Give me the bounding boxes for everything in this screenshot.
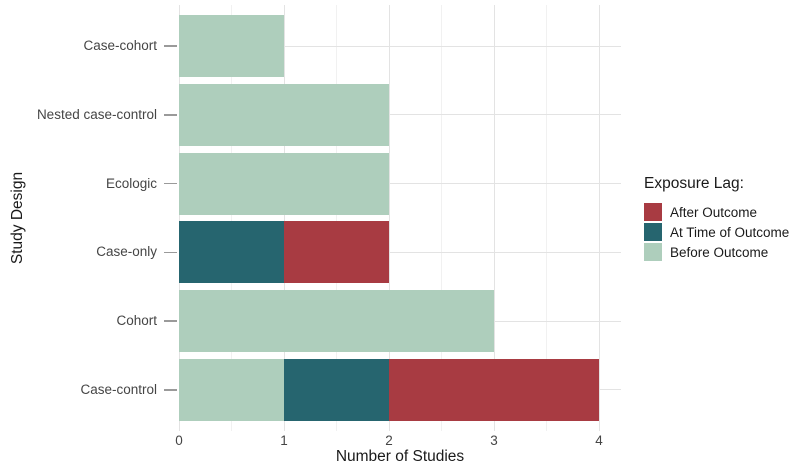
gridline-major (178, 5, 180, 431)
legend-swatch (644, 243, 662, 261)
legend-item: After Outcome (644, 202, 799, 222)
bar-segment (284, 358, 389, 421)
x-axis-tick-label: 3 (490, 433, 498, 448)
legend: Exposure Lag: After Outcome At Time of Ou… (644, 175, 799, 262)
bar-segment (179, 221, 284, 284)
bar-segment (179, 290, 494, 352)
y-axis-tick (164, 114, 177, 116)
gridline-minor (441, 5, 442, 431)
gridline-major (598, 5, 600, 431)
gridline-category (179, 251, 621, 253)
gridline-minor (231, 5, 232, 431)
gridline-category (179, 114, 621, 116)
gridline-major (283, 5, 285, 431)
bar-segment (179, 152, 389, 215)
bar-segment (179, 358, 284, 421)
x-axis-tick-label: 4 (595, 433, 603, 448)
y-axis-category-label: Nested case-control (36, 106, 157, 122)
y-axis-tick (164, 251, 177, 254)
legend-swatch (644, 203, 662, 221)
gridline-major (388, 5, 390, 431)
y-axis-tick (164, 45, 177, 47)
legend-items: After Outcome At Time of Outcome Before Ou… (644, 202, 799, 262)
bar-segment (179, 84, 389, 146)
gridline-category (179, 183, 621, 185)
y-axis-category-label: Case-control (80, 381, 157, 397)
gridline-category (179, 45, 621, 47)
legend-item: At Time of Outcome (644, 222, 799, 242)
y-axis-category-label: Cohort (116, 313, 157, 329)
gridline-major (493, 5, 495, 431)
gridline-minor (336, 5, 337, 431)
legend-item: Before Outcome (644, 242, 799, 262)
x-axis-tick-label: 0 (175, 433, 183, 448)
bar-segment (284, 221, 389, 284)
legend-item-label: Before Outcome (670, 244, 769, 260)
legend-item-label: At Time of Outcome (670, 224, 790, 240)
legend-item-label: After Outcome (670, 204, 758, 220)
x-axis-tick-label: 2 (385, 433, 393, 448)
gridline-minor (546, 5, 547, 431)
y-axis-title: Study Design (9, 171, 26, 265)
bar-segment (179, 15, 284, 78)
legend-swatch (644, 223, 662, 241)
x-axis-tick-label: 1 (280, 433, 288, 448)
y-axis-tick (164, 182, 177, 185)
y-axis-tick (164, 389, 177, 391)
y-axis-category-label: Case-cohort (83, 38, 157, 54)
plot-panel (178, 5, 621, 431)
legend-title: Exposure Lag: (644, 175, 744, 192)
x-axis-title: Number of Studies (335, 448, 465, 465)
y-axis-tick (164, 320, 177, 322)
bar-segment (389, 358, 599, 421)
